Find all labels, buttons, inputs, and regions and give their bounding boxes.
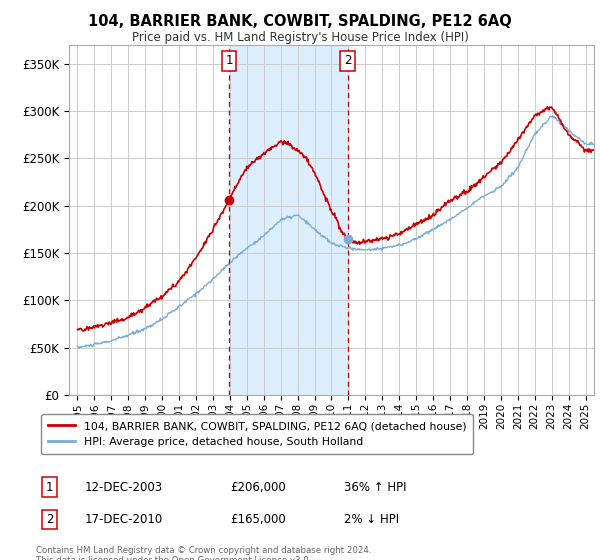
Legend: 104, BARRIER BANK, COWBIT, SPALDING, PE12 6AQ (detached house), HPI: Average pri: 104, BARRIER BANK, COWBIT, SPALDING, PE1… — [41, 414, 473, 454]
Text: 104, BARRIER BANK, COWBIT, SPALDING, PE12 6AQ: 104, BARRIER BANK, COWBIT, SPALDING, PE1… — [88, 14, 512, 29]
Text: 1: 1 — [225, 54, 233, 67]
Text: 1: 1 — [46, 480, 53, 494]
Text: 17-DEC-2010: 17-DEC-2010 — [85, 513, 163, 526]
Text: 2: 2 — [46, 513, 53, 526]
Text: 12-DEC-2003: 12-DEC-2003 — [85, 480, 163, 494]
Bar — [229, 45, 347, 395]
Text: £165,000: £165,000 — [230, 513, 286, 526]
Text: Price paid vs. HM Land Registry's House Price Index (HPI): Price paid vs. HM Land Registry's House … — [131, 31, 469, 44]
Text: 2: 2 — [344, 54, 352, 67]
Text: £206,000: £206,000 — [230, 480, 286, 494]
Text: 2% ↓ HPI: 2% ↓ HPI — [344, 513, 399, 526]
Text: Contains HM Land Registry data © Crown copyright and database right 2024.
This d: Contains HM Land Registry data © Crown c… — [36, 546, 371, 560]
Text: 36% ↑ HPI: 36% ↑ HPI — [344, 480, 406, 494]
